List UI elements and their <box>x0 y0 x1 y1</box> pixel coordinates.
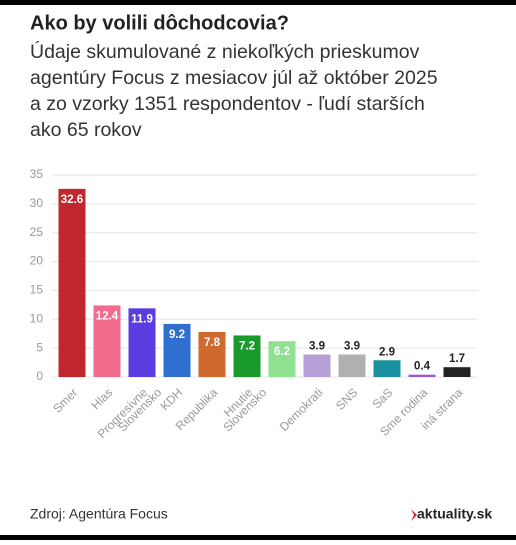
bar <box>303 354 331 377</box>
value-label: 3.9 <box>309 341 325 353</box>
x-tick-label: KDH <box>158 385 186 413</box>
bar <box>408 374 436 377</box>
bar <box>163 323 191 377</box>
bar <box>268 341 296 377</box>
value-label: 7.8 <box>204 337 221 349</box>
x-tick-label: Demokrati <box>277 385 326 434</box>
bar <box>443 367 471 377</box>
y-tick-label: 25 <box>30 225 44 239</box>
value-label: 3.9 <box>344 341 360 353</box>
value-label: 2.9 <box>379 346 395 358</box>
chart-title: Ako by volili dôchodcovia? <box>30 12 289 34</box>
source: Zdroj: Agentúra Focus <box>30 506 168 522</box>
y-tick-label: 0 <box>36 369 43 383</box>
value-label: 1.7 <box>449 353 465 365</box>
x-tick-label: Hlas <box>88 385 115 412</box>
y-tick-label: 5 <box>36 340 43 354</box>
bar <box>338 354 366 377</box>
value-label: 9.2 <box>169 329 185 341</box>
y-tick-label: 30 <box>30 196 44 210</box>
y-tick-label: 20 <box>30 254 44 268</box>
bottom-border <box>0 535 516 540</box>
subtitle-line: ako 65 rokov <box>30 119 142 141</box>
value-label: 0.4 <box>414 361 431 373</box>
logo-arrow <box>411 509 417 521</box>
bar <box>198 331 226 377</box>
top-border <box>0 0 516 5</box>
subtitle-line: a zo vzorky 1351 respondentov - ľudí sta… <box>30 93 425 115</box>
y-tick-label: 10 <box>30 311 44 325</box>
x-tick-label: HnutieSlovensko <box>213 378 269 434</box>
y-tick-label: 35 <box>30 167 44 181</box>
value-label: 12.4 <box>96 310 119 322</box>
value-label: 7.2 <box>239 340 255 352</box>
bar <box>233 335 261 377</box>
bar <box>58 188 86 377</box>
subtitle-line: agentúry Focus z mesiacov júl až október… <box>30 67 438 89</box>
bar <box>373 360 401 377</box>
x-tick-label: SNS <box>333 385 360 412</box>
bar <box>93 305 121 377</box>
subtitle-line: Údaje skumulované z niekoľkých prieskumo… <box>30 40 420 63</box>
x-tick-label: Smer <box>50 385 80 415</box>
logo: aktuality.sk <box>417 506 492 522</box>
bar <box>128 308 156 377</box>
value-label: 6.2 <box>274 346 290 358</box>
x-tick-label: SaS <box>369 385 395 411</box>
y-tick-label: 15 <box>30 283 44 297</box>
value-label: 11.9 <box>131 313 153 325</box>
value-label: 32.6 <box>61 194 83 206</box>
